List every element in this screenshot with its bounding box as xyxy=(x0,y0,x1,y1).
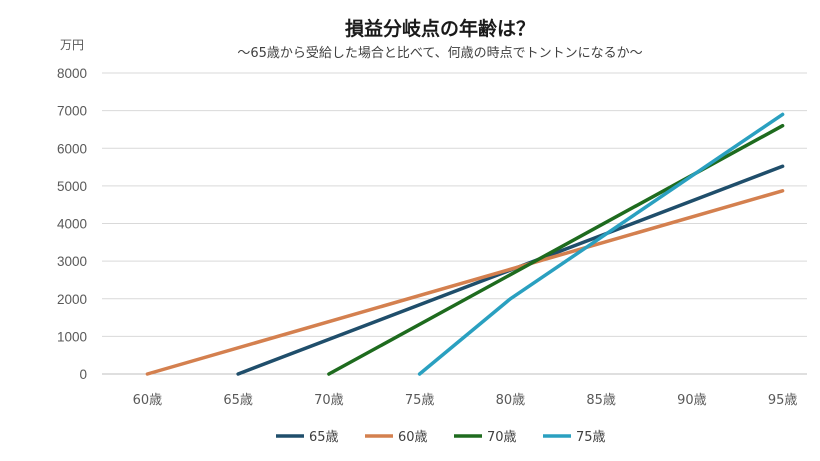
x-tick-label: 95歳 xyxy=(768,393,798,408)
x-tick-label: 65歳 xyxy=(223,393,253,408)
x-tick-label: 70歳 xyxy=(314,393,344,408)
legend-label-60歳: 60歳 xyxy=(398,430,428,445)
series-line-60歳 xyxy=(145,189,785,376)
y-tick-label: 8000 xyxy=(57,66,87,81)
x-tick-label: 80歳 xyxy=(496,393,526,408)
legend-label-75歳: 75歳 xyxy=(576,430,606,445)
chart-title: 損益分岐点の年齢は？ xyxy=(345,17,535,40)
y-tick-label: 0 xyxy=(79,367,87,382)
y-tick-label: 5000 xyxy=(57,179,87,194)
legend-label-70歳: 70歳 xyxy=(487,430,517,445)
gridlines xyxy=(102,72,807,375)
y-tick-label: 3000 xyxy=(57,254,87,269)
x-tick-label: 90歳 xyxy=(677,393,707,408)
series-line-75歳 xyxy=(417,112,785,376)
y-axis-ticks: 0 1000 2000 3000 4000 5000 6000 7000 8000 xyxy=(57,66,87,382)
y-tick-label: 7000 xyxy=(57,104,87,119)
y-tick-label: 1000 xyxy=(57,329,87,344)
x-tick-label: 60歳 xyxy=(133,393,163,408)
y-tick-label: 6000 xyxy=(57,141,87,156)
y-axis-unit: 万円 xyxy=(60,38,84,52)
y-tick-label: 2000 xyxy=(57,292,87,307)
legend-label-65歳: 65歳 xyxy=(309,430,339,445)
legend: 65歳 60歳 70歳 75歳 xyxy=(276,430,606,445)
x-tick-label: 75歳 xyxy=(405,393,435,408)
chart-subtitle: 〜65歳から受給した場合と比べて、何歳の時点でトントンになるか〜 xyxy=(237,45,642,61)
series-lines xyxy=(145,112,785,376)
y-tick-label: 4000 xyxy=(57,217,87,232)
x-tick-label: 85歳 xyxy=(586,393,616,408)
x-axis-ticks: 60歳 65歳 70歳 75歳 80歳 85歳 90歳 95歳 xyxy=(133,393,798,408)
